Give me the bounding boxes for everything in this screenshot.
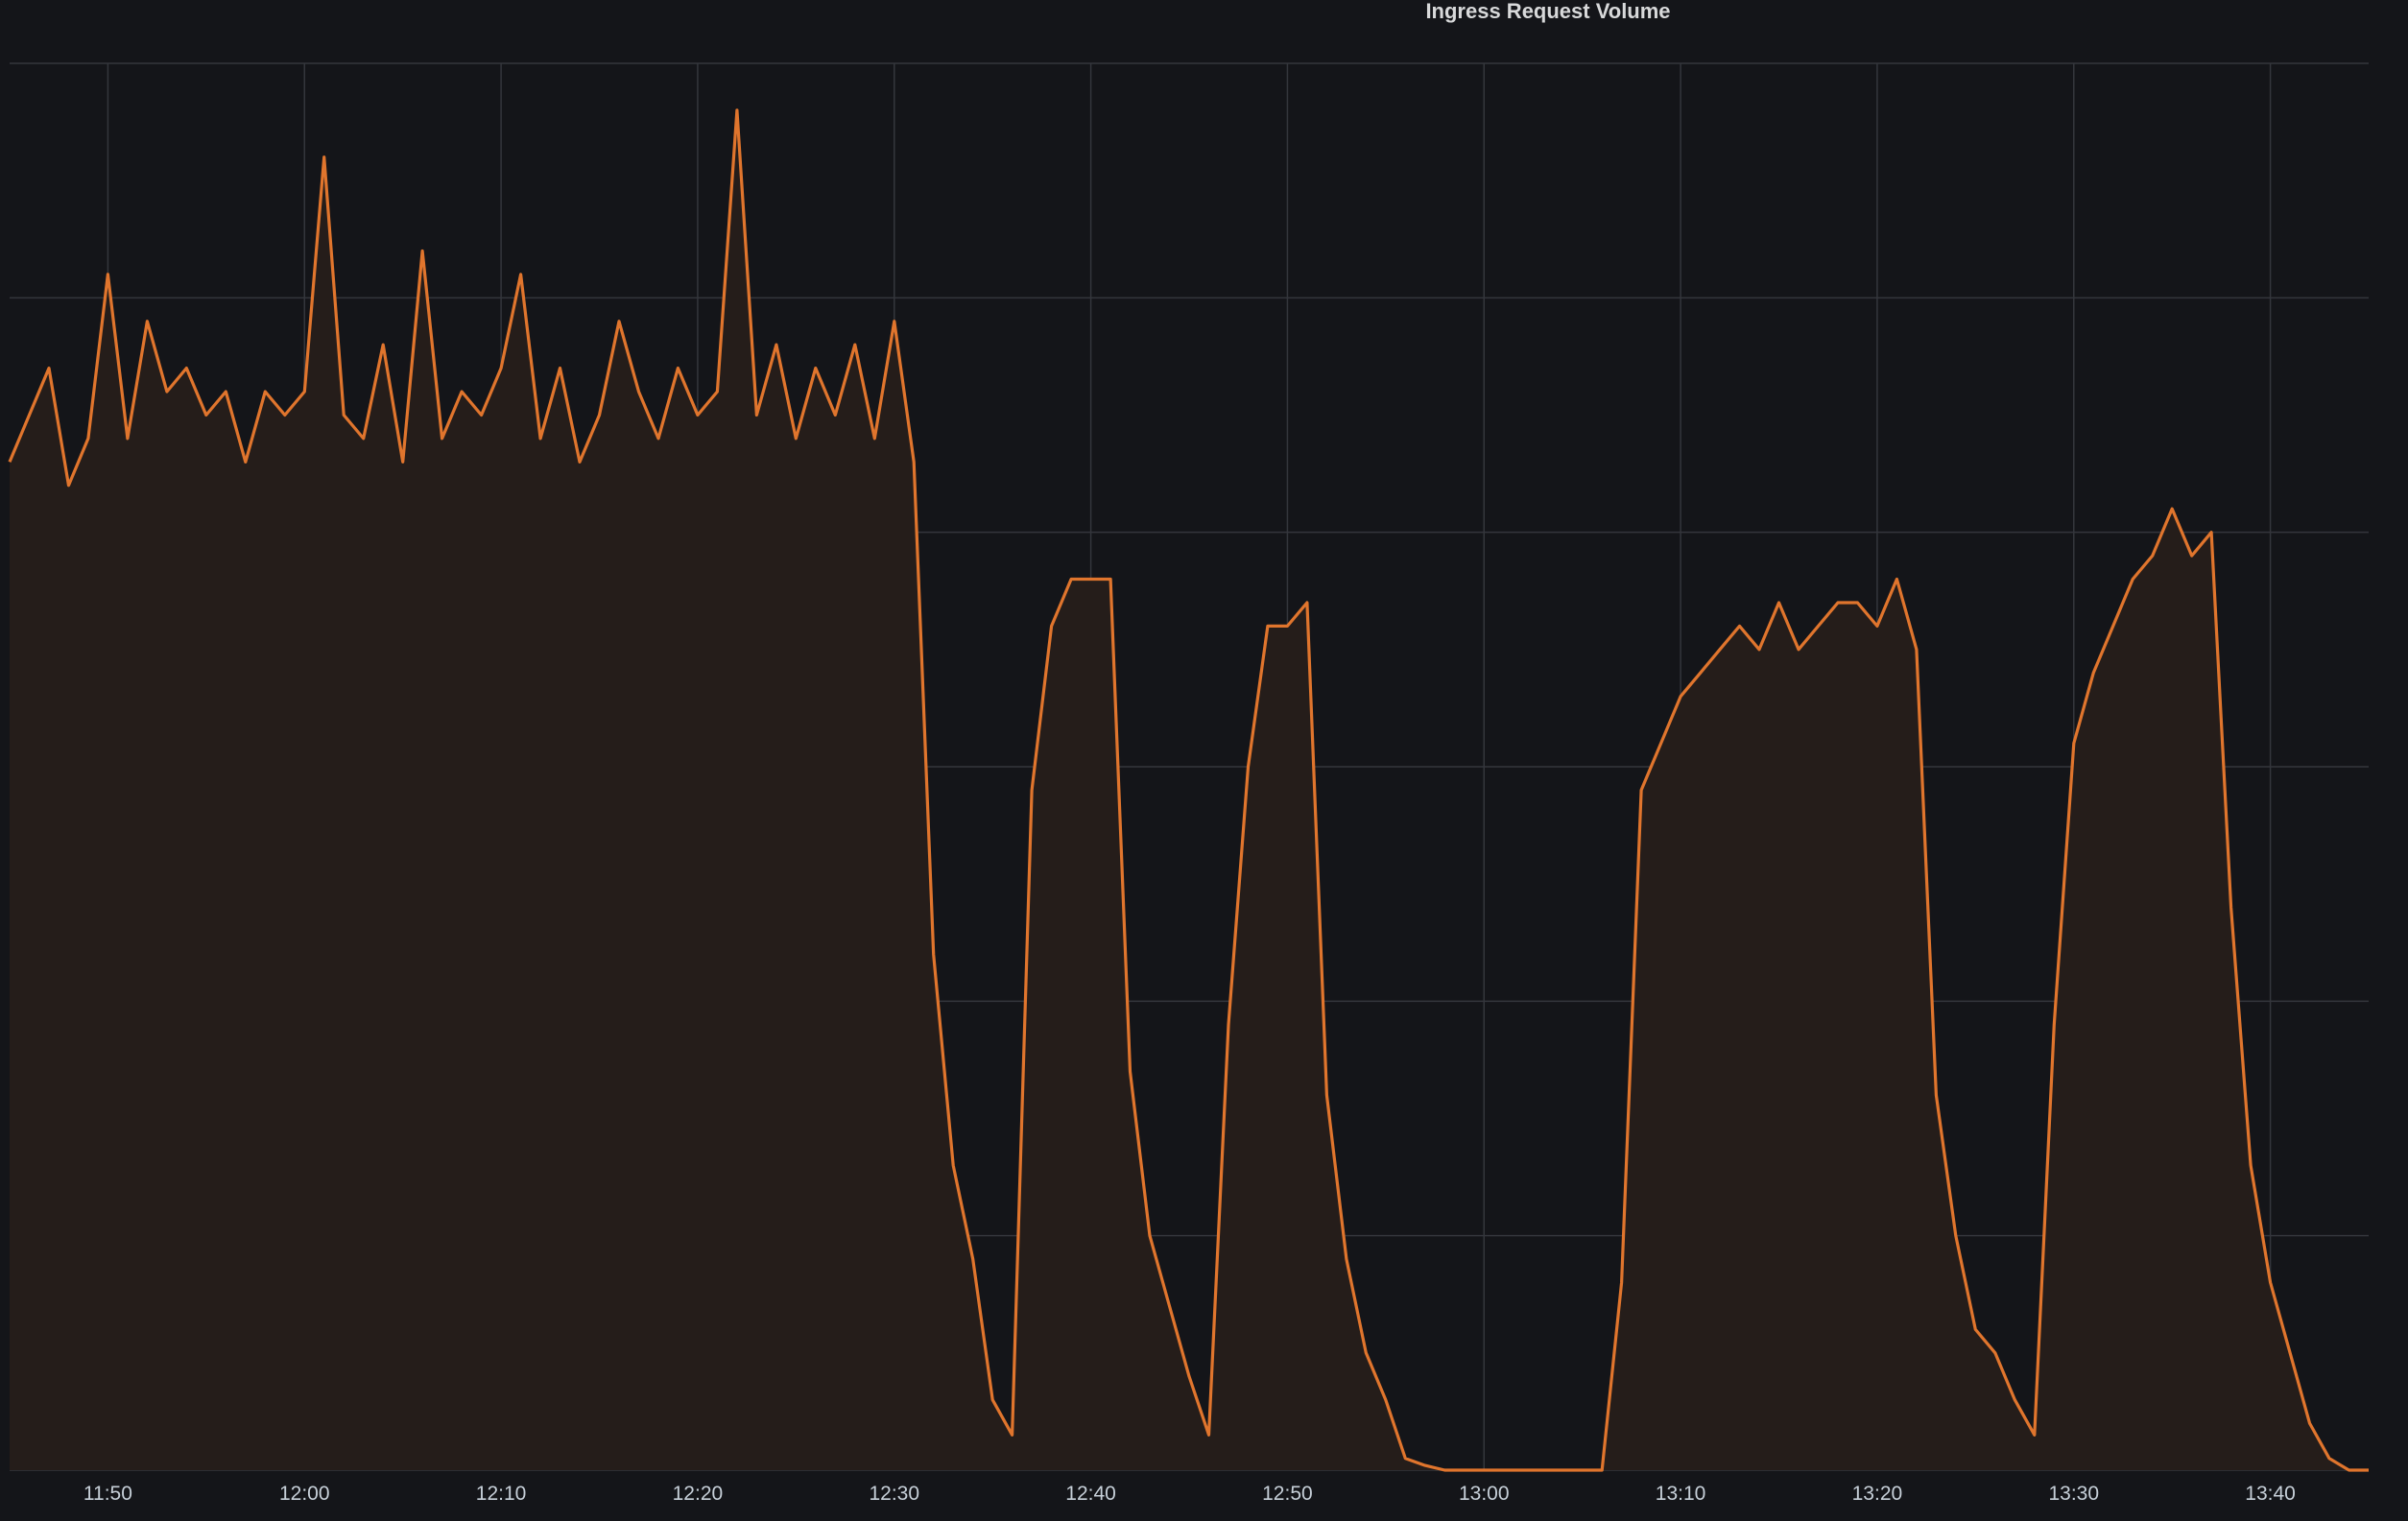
x-tick-label: 12:20 xyxy=(673,1483,724,1505)
x-tick-label: 13:10 xyxy=(1656,1483,1706,1505)
x-tick-label: 13:40 xyxy=(2245,1483,2296,1505)
series-area xyxy=(10,109,2369,1470)
x-tick-label: 11:50 xyxy=(83,1483,132,1505)
x-tick-label: 12:50 xyxy=(1262,1483,1313,1505)
x-tick-label: 13:00 xyxy=(1459,1483,1510,1505)
x-tick-label: 12:40 xyxy=(1065,1483,1116,1505)
series-line[interactable] xyxy=(8,108,2369,1472)
x-tick-label: 12:30 xyxy=(869,1483,919,1505)
x-axis-ticks: 11:50 12:00 12:10 12:20 12:30 12:40 12:50 13:00… xyxy=(83,1483,2296,1505)
x-tick-label: 13:30 xyxy=(2048,1483,2099,1505)
x-tick-label: 12:10 xyxy=(476,1483,527,1505)
chart-title: Ingress Request Volume xyxy=(1425,0,1671,23)
x-tick-label: 12:00 xyxy=(279,1483,330,1505)
x-tick-label: 13:20 xyxy=(1852,1483,1903,1505)
